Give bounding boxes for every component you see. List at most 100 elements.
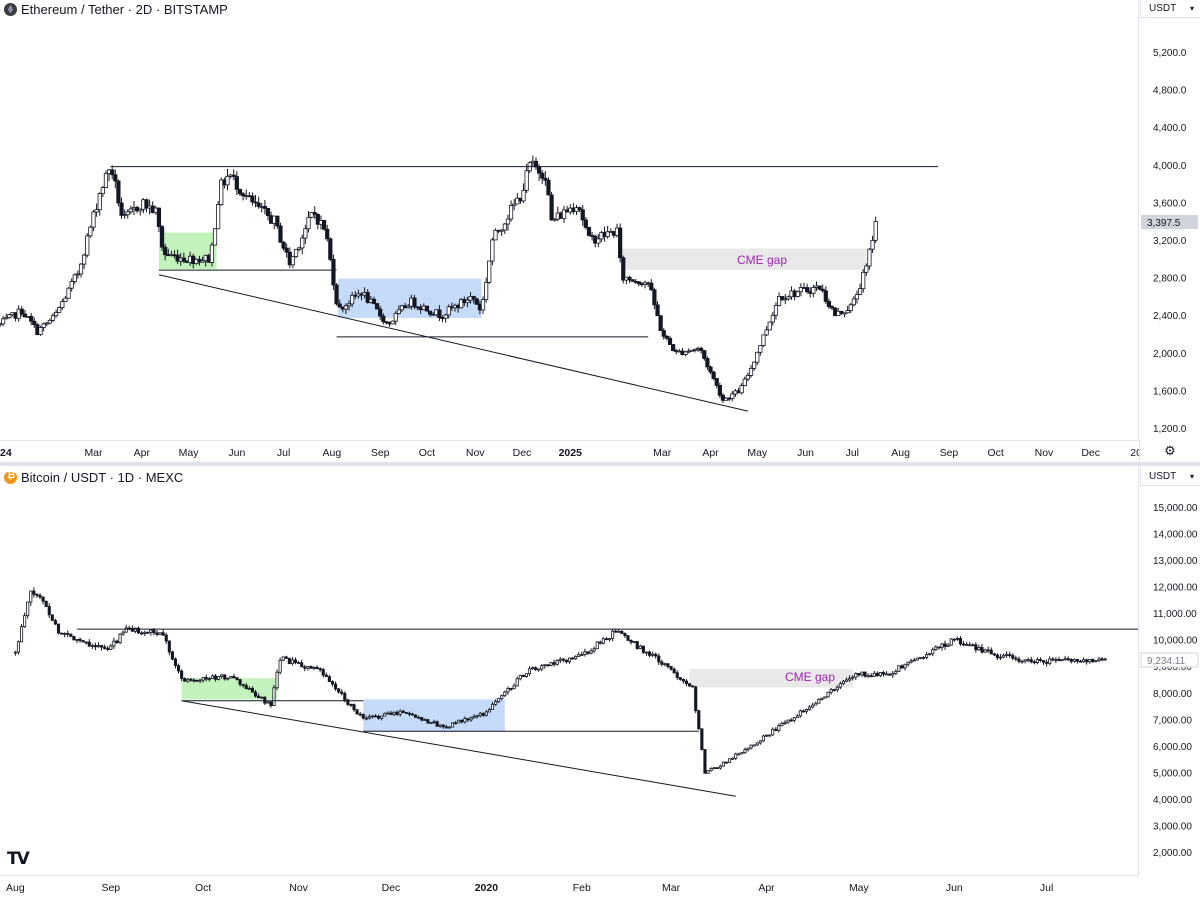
btc-candle (558, 656, 562, 664)
eth-candle (465, 296, 470, 308)
btc-candle-body (534, 667, 538, 670)
eth-candle (278, 222, 283, 243)
eth-candle (540, 170, 545, 185)
btc-candle (632, 641, 636, 644)
eth-candle-body (546, 179, 551, 196)
btc-candle (980, 644, 984, 654)
btc-price-axis[interactable]: 15,000.00 14,000.00 13,000.00 12,000.00 11,0… (1138, 466, 1200, 875)
btc-candle-body (860, 671, 864, 676)
btc-candle-body (607, 638, 612, 641)
eth-candle (350, 292, 355, 308)
btc-candle-body (906, 661, 910, 665)
eth-candle-body (683, 351, 688, 355)
eth-candle (689, 349, 694, 352)
eth-candle-body (119, 202, 124, 216)
eth-candle (817, 285, 822, 291)
btc-chart-canvas[interactable]: CME gap (0, 466, 1139, 875)
eth-candle (508, 200, 514, 222)
eth-candle (412, 294, 417, 310)
eth-candle-body (692, 348, 698, 351)
btc-candle (1002, 653, 1006, 659)
btc-candle (524, 673, 528, 678)
eth-candle-body (331, 259, 336, 286)
btc-candle-body (383, 712, 387, 717)
eth-candle-body (798, 287, 803, 293)
eth-candle (546, 177, 551, 196)
btc-candle (454, 720, 458, 725)
eth-candle-body (122, 214, 127, 217)
eth-candle-body (596, 238, 601, 244)
eth-candle (281, 241, 286, 251)
btc-candle (734, 752, 738, 760)
btc-chart-pane[interactable]: CME gap Bitcoin / USDT · 1D · MEXC 15,00… (0, 466, 1200, 898)
eth-candle-body (745, 375, 751, 380)
btc-candle-body (881, 672, 886, 675)
eth-candle (293, 248, 299, 259)
eth-time-tick: Dec (1081, 447, 1100, 459)
tradingview-logo[interactable]: TV (7, 849, 30, 869)
btc-candle-body (1032, 661, 1036, 664)
btc-candle-body (1023, 659, 1027, 662)
btc-candle (250, 686, 254, 693)
btc-candle (32, 587, 36, 598)
eth-candle (829, 305, 835, 311)
btc-candle-body (149, 629, 153, 633)
eth-candle-body (505, 218, 511, 225)
eth-chart-pane[interactable]: CME gap Ethereum / Tether · 2D · BITSTAM… (0, 0, 1200, 463)
btc-candle (952, 638, 956, 642)
btc-candle (136, 626, 141, 634)
btc-candle-body (598, 641, 602, 644)
eth-candle (374, 303, 380, 310)
btc-candle (281, 656, 285, 662)
btc-symbol-title: Bitcoin / USDT · 1D · MEXC (4, 468, 188, 486)
btc-candle (478, 711, 482, 718)
btc-candle (983, 648, 987, 653)
eth-candle (234, 171, 239, 195)
eth-candle (798, 283, 803, 297)
eth-candle (671, 344, 676, 352)
btc-candle-body (450, 722, 455, 728)
btc-candle (475, 715, 479, 719)
btc-price-tick: 8,000.00 (1153, 689, 1192, 700)
btc-candle-body (666, 663, 670, 667)
eth-currency-select[interactable]: USDT ▾ (1140, 0, 1200, 18)
btc-candle (571, 657, 575, 660)
btc-candle-body (186, 678, 190, 682)
btc-candle (272, 684, 276, 707)
btc-candle-body (60, 632, 64, 635)
btc-time-axis[interactable]: Aug Sep Oct Nov Dec 2020 Feb Mar Apr May Jun Jul (0, 875, 1139, 898)
btc-candle (743, 747, 747, 754)
eth-candle (50, 312, 56, 323)
eth-time-axis[interactable]: 2024 Mar Apr May Jun Jul Aug Sep Oct Nov Dec 2025 Ma… (0, 440, 1148, 463)
eth-candle (159, 224, 165, 251)
eth-chart-canvas[interactable]: CME gap (0, 0, 1139, 440)
btc-candle-body (1035, 659, 1039, 663)
btc-candle-body (389, 712, 393, 715)
btc-candle-body (663, 663, 667, 666)
eth-candle (29, 313, 34, 326)
btc-candle (786, 719, 790, 724)
btc-candle-body (229, 676, 233, 679)
btc-candle (404, 711, 408, 714)
btc-time-tick: Nov (289, 882, 308, 894)
btc-candle (866, 673, 870, 678)
btc-candle (340, 689, 344, 696)
gear-icon[interactable]: ⚙ (1139, 440, 1200, 462)
btc-candle (891, 670, 895, 678)
btc-candle (81, 640, 85, 643)
btc-candle-body (1011, 655, 1015, 659)
eth-candle (742, 376, 747, 387)
eth-candle (748, 364, 754, 378)
btc-candle-body (768, 734, 772, 737)
btc-currency-select[interactable]: USDT ▾ (1140, 468, 1200, 486)
btc-price-tick: 15,000.00 (1153, 503, 1198, 514)
btc-time-tick: Jul (1040, 882, 1053, 894)
btc-candle-body (595, 641, 599, 650)
eth-candle (487, 260, 492, 284)
btc-candle-body (1042, 660, 1046, 663)
eth-price-axis[interactable]: 5,200.0 4,800.0 4,400.0 4,000.0 3,600.0 3,200… (1138, 0, 1200, 440)
btc-price-tick: 5,000.00 (1153, 768, 1192, 779)
eth-price-tick: 1,200.0 (1153, 424, 1187, 435)
pane-divider[interactable] (0, 462, 1200, 466)
btc-candle-body (257, 695, 261, 699)
